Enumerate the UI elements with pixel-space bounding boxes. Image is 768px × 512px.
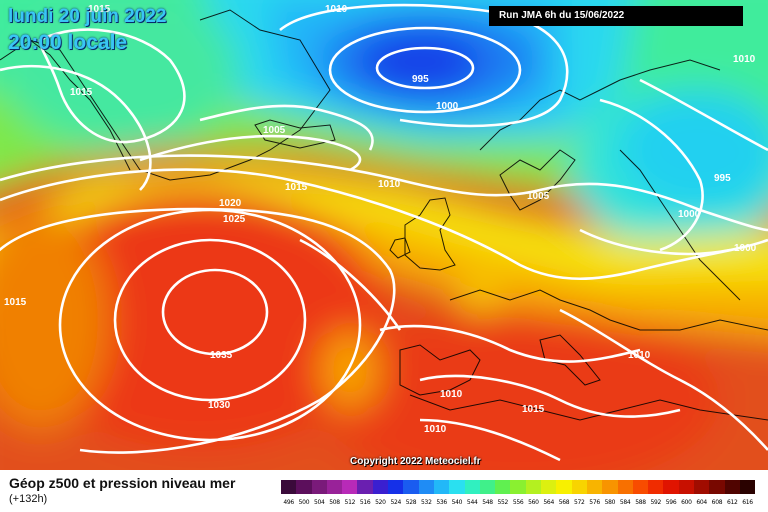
color-scale-label: 560: [528, 499, 539, 506]
isobar-label: 1000: [436, 101, 459, 112]
color-scale-label: 528: [405, 499, 417, 506]
isobar-label: 1010: [628, 350, 651, 361]
color-scale-label: 564: [543, 499, 554, 506]
color-scale-swatch: [372, 480, 389, 494]
isobar-label: 1010: [440, 389, 463, 400]
run-info-box: Run JMA 6h du 15/06/2022: [489, 6, 743, 26]
color-scale-swatch: [433, 480, 450, 494]
color-scale-label: 576: [589, 499, 600, 506]
weather-map: 1015 1010 995 1000 1005 1015 1010 1005 9…: [0, 0, 768, 470]
color-scale-swatch: [571, 480, 587, 494]
color-scale-label: 600: [681, 499, 692, 506]
isobar-label: 1000: [678, 209, 701, 220]
color-scale-label: 556: [512, 499, 524, 506]
isobar-label: 1015: [522, 404, 545, 415]
color-scale-label: 596: [665, 499, 677, 506]
color-scale-label: 584: [619, 499, 631, 506]
color-scale-swatch: [479, 480, 496, 494]
color-scale-label: 520: [375, 499, 386, 506]
color-scale-label: 612: [726, 499, 738, 506]
legend-subtitle: (+132h): [9, 493, 48, 505]
geopotential-field: [0, 0, 768, 470]
coastlines: [0, 9, 768, 421]
color-scale-swatch: [418, 480, 434, 494]
isobar-label: 1015: [70, 87, 93, 98]
color-scale-label: 592: [650, 499, 662, 506]
isobar-label: 995: [412, 74, 429, 85]
color-scale-label: 548: [482, 499, 493, 506]
color-scale-swatch: [724, 480, 740, 494]
isobar-label: 1005: [263, 125, 286, 136]
color-scale-swatch: [403, 480, 419, 494]
color-scale-swatch: [326, 480, 343, 494]
color-scale-swatch: [678, 480, 695, 494]
isobar-label: 1000: [734, 243, 757, 254]
color-scale-label: 616: [742, 499, 753, 506]
color-scale-swatch: [525, 480, 542, 494]
color-scale-label: 608: [711, 499, 723, 506]
isobar-label: 1020: [219, 198, 242, 209]
color-scale: [281, 480, 756, 494]
color-scale-swatch: [510, 480, 526, 494]
color-scale-label: 604: [696, 499, 707, 506]
color-scale-swatch: [663, 480, 679, 494]
color-scale-label: 532: [421, 499, 432, 506]
color-scale-label: 500: [298, 499, 310, 506]
isobar-label: 1015: [88, 4, 111, 15]
copyright-text: Copyright 2022 Meteociel.fr: [350, 456, 481, 467]
color-scale-swatch: [495, 480, 511, 494]
color-scale-label: 524: [390, 499, 401, 506]
color-scale-label: 588: [635, 499, 646, 506]
color-scale-swatch: [739, 480, 756, 494]
color-scale-swatch: [388, 480, 404, 494]
isobar-label: 1035: [210, 350, 233, 361]
isobar-label: 1010: [424, 424, 447, 435]
color-scale-swatch: [357, 480, 373, 494]
color-scale-label: 496: [283, 499, 294, 506]
isobar-label: 1015: [4, 297, 27, 308]
color-scale-label: 504: [313, 499, 325, 506]
color-scale-label: 516: [359, 499, 371, 506]
color-scale-label: 512: [344, 499, 356, 506]
color-scale-swatch: [694, 480, 710, 494]
color-scale-swatch: [709, 480, 725, 494]
isobar-label: 1025: [223, 214, 246, 225]
forecast-time: 20:00 locale: [8, 31, 128, 54]
color-scale-swatch: [602, 480, 618, 494]
color-scale-swatch: [541, 480, 557, 494]
color-scale-swatch: [556, 480, 572, 494]
isobar-label: 1015: [285, 182, 308, 193]
color-scale-label: 572: [574, 499, 585, 506]
color-scale-label: 580: [604, 499, 616, 506]
color-scale-label: 508: [329, 499, 340, 506]
legend-title: Géop z500 et pression niveau mer: [9, 475, 236, 491]
isobar-labels: 1015 1010 995 1000 1005 1015 1010 1005 9…: [4, 4, 757, 435]
color-scale-label: 536: [436, 499, 447, 506]
color-scale-label: 552: [497, 499, 509, 506]
color-scale-label: 568: [558, 499, 570, 506]
color-scale-swatch: [464, 480, 480, 494]
color-scale-swatch: [648, 480, 664, 494]
color-scale-label: 544: [466, 499, 478, 506]
color-scale-swatch: [311, 480, 327, 494]
color-scale-label: 540: [451, 499, 463, 506]
isobar-label: 1005: [527, 191, 550, 202]
isobars: [0, 3, 768, 462]
color-scale-labels: 496 500 504 508 512 516 520 524 528 532 536 540 544 5…: [281, 499, 755, 506]
color-scale-swatch: [296, 480, 312, 494]
color-scale-swatch: [449, 480, 465, 494]
isobar-label: 1010: [378, 179, 401, 190]
color-scale-swatch: [632, 480, 649, 494]
isobar-label: 1030: [208, 400, 231, 411]
isobar-label: 1010: [733, 54, 756, 65]
forecast-date: lundi 20 juin 2022: [8, 6, 167, 27]
color-scale-swatch: [281, 480, 297, 494]
color-scale-swatch: [586, 480, 603, 494]
isobar-label: 1010: [325, 4, 348, 15]
color-scale-swatch: [342, 480, 358, 494]
color-scale-swatch: [617, 480, 633, 494]
isobar-label: 995: [714, 173, 731, 184]
